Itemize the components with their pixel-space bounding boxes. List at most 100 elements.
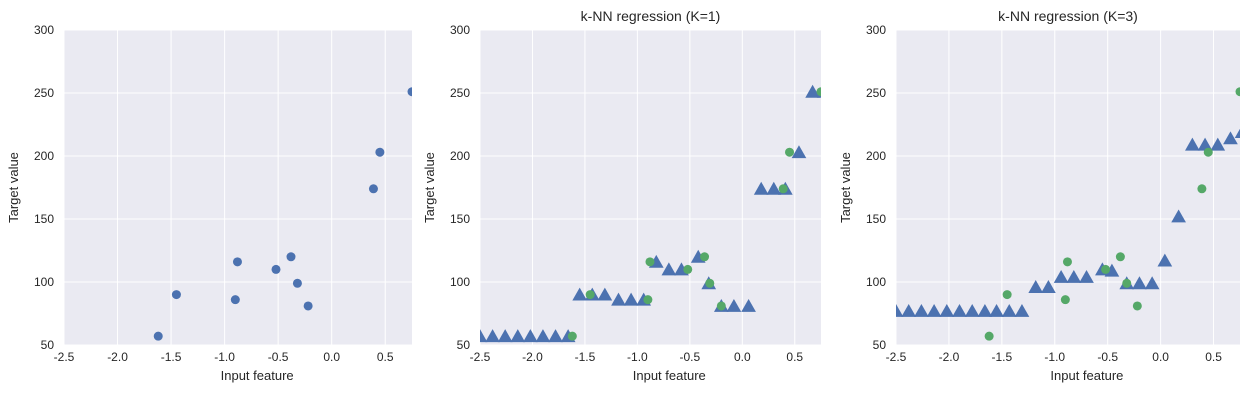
circle-marker (1122, 278, 1132, 288)
triangle-marker (791, 145, 807, 159)
triangle-marker (661, 262, 677, 276)
circle-marker (153, 331, 163, 341)
triangle-marker (1053, 269, 1069, 283)
triangle-marker (726, 298, 742, 312)
triangle-marker (1234, 128, 1240, 139)
y-tick-label: 250 (34, 86, 54, 100)
triangle-marker (548, 329, 563, 343)
triangle-marker (1185, 137, 1200, 151)
y-tick-label: 250 (450, 86, 470, 100)
circle-marker (1060, 295, 1070, 305)
circle-marker (1002, 290, 1012, 300)
triangle-marker (952, 303, 967, 317)
triangle-marker (1066, 269, 1082, 283)
x-tick-label: -1.0 (214, 350, 235, 364)
x-tick-label: 0.5 (786, 350, 803, 364)
triangle-marker (597, 287, 613, 301)
triangle-marker (939, 303, 955, 317)
y-tick-label: 150 (450, 212, 470, 226)
triangle-marker (1144, 276, 1160, 290)
x-tick-label: -0.5 (680, 350, 701, 364)
circle-marker (778, 184, 788, 194)
y-tick-label: 250 (866, 86, 886, 100)
triangle-marker (1210, 137, 1226, 151)
triangle-marker (1197, 137, 1213, 151)
triangle-marker (1014, 303, 1030, 317)
y-tick-label: 100 (866, 275, 886, 289)
circle-marker (705, 278, 715, 288)
x-axis-label: Input feature (633, 368, 706, 383)
triangle-marker (926, 303, 942, 317)
circle-marker (271, 264, 281, 274)
y-tick-label: 200 (450, 149, 470, 163)
triangle-marker (805, 84, 820, 98)
x-tick-label: 0.5 (377, 350, 394, 364)
y-tick-label: 50 (873, 338, 887, 352)
triangle-marker (1223, 131, 1238, 145)
triangle-marker (1157, 253, 1173, 267)
circle-marker (567, 331, 577, 341)
x-axis-label: Input feature (221, 368, 294, 383)
triangle-marker (1171, 209, 1186, 223)
circle-marker (1197, 184, 1207, 194)
circle-marker (407, 87, 412, 97)
circle-marker (1062, 257, 1072, 267)
y-tick-label: 100 (450, 275, 470, 289)
circle-marker (232, 257, 242, 267)
circle-marker (984, 331, 994, 341)
data-marks (896, 87, 1240, 341)
triangle-marker (485, 329, 500, 343)
circle-marker (1115, 252, 1125, 262)
triangle-marker (535, 329, 551, 343)
triangle-marker (572, 287, 588, 301)
data-marks (480, 84, 821, 343)
circle-marker (700, 252, 710, 262)
y-tick-label: 200 (866, 149, 886, 163)
y-tick-label: 300 (450, 23, 470, 37)
x-tick-label: -2.0 (939, 350, 960, 364)
triangle-marker (1079, 269, 1094, 283)
chart-title: k-NN regression (K=1) (581, 8, 721, 24)
x-tick-label: -1.5 (161, 350, 182, 364)
circle-marker (292, 278, 302, 288)
y-tick-label: 300 (866, 23, 886, 37)
triangle-marker (901, 303, 917, 317)
triangle-marker (1041, 280, 1056, 293)
circle-marker (1132, 301, 1142, 311)
triangle-marker (766, 181, 782, 195)
x-tick-label: 0.0 (1152, 350, 1169, 364)
chart-panel-2: -2.5 -2.0 -1.5 -1.0 -0.5 0.0 0.5 50 100 150 200 250… (422, 8, 821, 383)
circle-marker (171, 290, 181, 300)
triangle-marker (896, 303, 904, 317)
x-axis-label: Input feature (1050, 368, 1123, 383)
y-axis-label: Target value (838, 152, 853, 223)
y-axis-label: Target value (422, 152, 437, 223)
x-tick-label: 0.5 (1205, 350, 1222, 364)
chart-panel-3: -2.5 -2.0 -1.5 -1.0 -0.5 0.0 0.5 50 100 150 200 250… (838, 8, 1240, 383)
y-tick-label: 150 (866, 212, 886, 226)
circle-marker (286, 252, 296, 262)
data-marks (153, 87, 412, 341)
circle-marker (1235, 87, 1240, 97)
circle-marker (375, 147, 385, 157)
x-tick-label: -2.5 (470, 350, 491, 364)
x-tick-label: -2.5 (886, 350, 907, 364)
triangle-marker (977, 303, 993, 317)
x-tick-label: -2.0 (522, 350, 543, 364)
circle-marker (368, 184, 378, 194)
circle-marker (643, 295, 653, 305)
chart-panel-1: -2.5 -2.0 -1.5 -1.0 -0.5 0.0 0.5 50 100 150 200 250… (6, 23, 412, 383)
x-tick-label: 0.0 (323, 350, 340, 364)
triangle-marker (1001, 303, 1017, 317)
circle-marker (785, 147, 795, 157)
triangle-marker (741, 298, 756, 312)
y-tick-label: 200 (34, 149, 54, 163)
circle-marker (816, 87, 821, 97)
triangle-marker (914, 303, 929, 317)
triangle-marker (480, 329, 488, 343)
y-tick-label: 300 (34, 23, 54, 37)
triangle-marker (1028, 280, 1044, 293)
y-tick-label: 100 (34, 275, 54, 289)
circle-marker (645, 257, 655, 267)
